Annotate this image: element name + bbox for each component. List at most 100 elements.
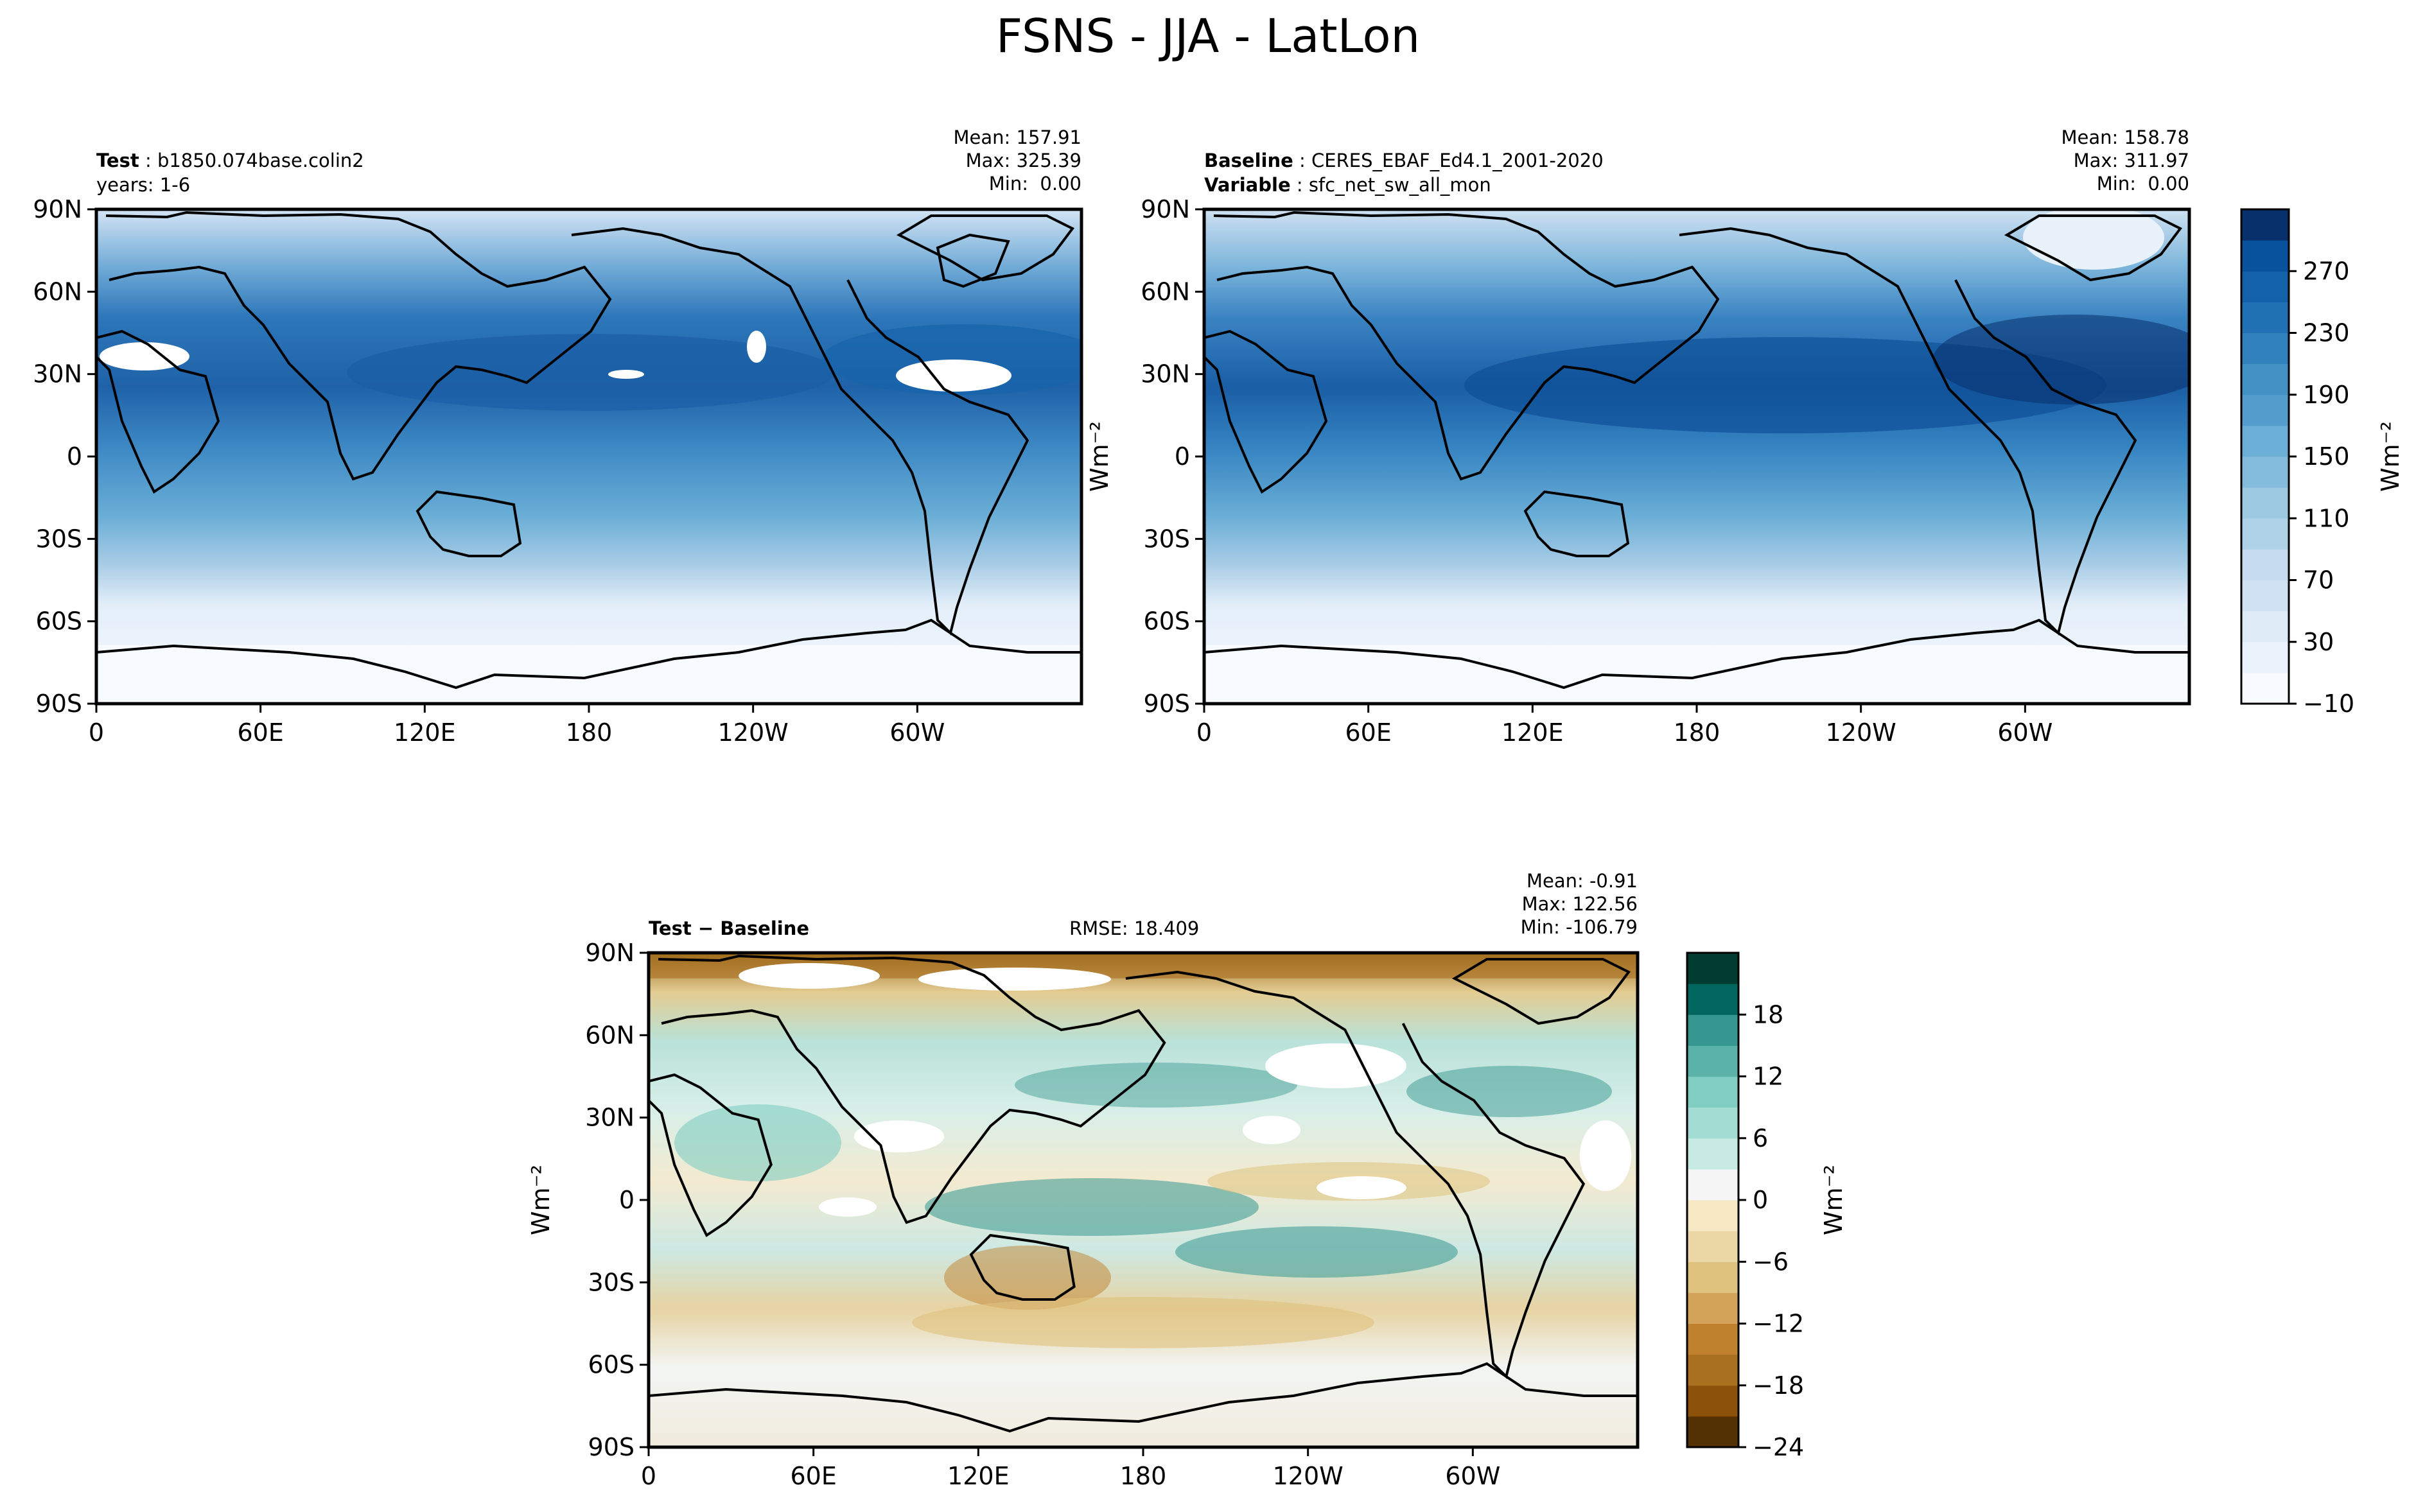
difference-ylabel: Wm⁻²: [527, 1165, 555, 1235]
difference-near-zero-region: [1317, 1176, 1406, 1199]
test-max: Max: 325.39: [965, 150, 1081, 171]
difference-coastline: [649, 1073, 773, 1237]
blues-colorbar-segment: [2241, 271, 2289, 302]
test-xtick-label: 60E: [237, 718, 283, 747]
test-antarctic-white: [96, 645, 1081, 704]
test-xtick-label: 0: [89, 718, 104, 747]
baseline-ytick-label: 30S: [1144, 525, 1190, 553]
difference-near-zero-region: [1265, 1043, 1406, 1088]
difference-positive-band: [1175, 1226, 1458, 1278]
test-label-value: b1850.074base.colin2: [157, 150, 364, 171]
difference-label: Test − Baseline: [649, 917, 810, 939]
baseline-axis-ticks: 0 60E 120E 180 120W 60W 90N 60N 30N 0 30S 60S 90S: [1141, 195, 2053, 747]
brbg-colorbar-segment: [1687, 1354, 1738, 1386]
brbg-colorbar-segment: [1687, 1200, 1738, 1231]
brbg-colorbar-segment: [1687, 1385, 1738, 1417]
baseline-coastline: [1204, 329, 1328, 494]
difference-ytick-label: 30S: [588, 1268, 635, 1296]
test-ytick-label: 30S: [36, 525, 82, 553]
difference-near-zero-region: [1243, 1116, 1300, 1144]
difference-stats: Mean: -0.91 Max: 122.56 Min: -106.79: [1445, 869, 1638, 939]
brbg-colorbar-tick-label: 6: [1753, 1124, 1768, 1152]
blues-colorbar-label: Wm⁻²: [2376, 421, 2404, 492]
baseline-map-panel: 0 60E 120E 180 120W 60W 90N 60N 30N 0 30S 60S 90S: [1141, 195, 2191, 747]
brbg-colorbar-segment: [1687, 1138, 1738, 1170]
blues-colorbar-tick-label: 110: [2303, 504, 2350, 532]
baseline-antarctic-white: [1204, 645, 2189, 704]
blues-colorbar-segment: [2241, 641, 2289, 673]
baseline-label-value: CERES_EBAF_Ed4.1_2001-2020: [1311, 150, 1604, 171]
blues-colorbar-segment: [2241, 394, 2289, 426]
blues-colorbar-segment: [2241, 487, 2289, 519]
blues-colorbar-segment: [2241, 240, 2289, 272]
test-ytick-label: 90N: [33, 195, 82, 223]
blues-colorbar-segment: [2241, 456, 2289, 488]
test-coastline: [571, 227, 1029, 636]
test-xtick-label: 60W: [889, 718, 945, 747]
brbg-colorbar-tick-label: −24: [1753, 1433, 1804, 1461]
test-mean: Mean: 157.91: [953, 126, 1081, 148]
test-years: years: 1-6: [96, 174, 191, 196]
difference-axis-ticks: 0 60E 120E 180 120W 60W 90N 60N 30N 0 30S 60S 90S: [585, 939, 1500, 1490]
difference-coastline: [1125, 970, 1586, 1379]
blues-colorbar-tick-label: 70: [2303, 566, 2334, 595]
test-missing-region: [747, 331, 766, 363]
brbg-colorbar-segment: [1687, 984, 1738, 1015]
baseline-label-key: Baseline: [1204, 150, 1293, 171]
test-map-panel: 0 60E 120E 180 120W 60W 90N 60N 30N 0 30S 60S 90S: [33, 195, 1083, 747]
test-subtropical-band: [822, 324, 1081, 395]
blues-colorbar-tick-label: 150: [2303, 442, 2350, 471]
test-xtick-label: 120W: [718, 718, 789, 747]
baseline-coastline: [1679, 227, 2137, 636]
difference-xtick-label: 120E: [947, 1462, 1010, 1490]
difference-ytick-label: 90N: [585, 939, 635, 967]
difference-ytick-label: 30N: [585, 1104, 635, 1132]
test-axis-ticks: 0 60E 120E 180 120W 60W 90N 60N 30N 0 30S 60S 90S: [33, 195, 945, 747]
test-coastline: [936, 233, 1010, 288]
test-coastline: [96, 329, 220, 494]
test-map-field: [96, 209, 1081, 704]
test-subtropical-band: [347, 334, 835, 411]
difference-xtick-label: 60W: [1445, 1462, 1500, 1490]
baseline-variable-sep: :: [1290, 174, 1309, 196]
brbg-colorbar-segment: [1687, 953, 1738, 984]
difference-map-panel: 0 60E 120E 180 120W 60W 90N 60N 30N 0 30S 60S 90S: [585, 939, 1640, 1490]
test-label-key: Test: [96, 150, 139, 171]
baseline-label: Baseline : CERES_EBAF_Ed4.1_2001-2020: [1204, 149, 1604, 172]
brbg-colorbar-segment: [1687, 1169, 1738, 1201]
difference-min: Min: -106.79: [1520, 916, 1638, 938]
brbg-colorbar-tick-label: 0: [1753, 1186, 1768, 1214]
test-missing-region: [100, 342, 189, 370]
baseline-coastline: [1213, 211, 1720, 481]
brbg-colorbar-tick-label: −18: [1753, 1371, 1804, 1400]
baseline-xtick-label: 180: [1674, 718, 1720, 747]
blues-colorbar-tick-label: 230: [2303, 319, 2350, 347]
difference-positive-band: [1406, 1066, 1612, 1117]
baseline-max: Max: 311.97: [2073, 150, 2189, 171]
blues-colorbar-tick-label: −10: [2303, 690, 2354, 718]
baseline-xtick-label: 60E: [1345, 718, 1391, 747]
baseline-xtick-label: 0: [1196, 718, 1212, 747]
difference-xtick-label: 120W: [1273, 1462, 1344, 1490]
baseline-label-sep: :: [1293, 150, 1312, 171]
blues-colorbar-segment: [2241, 580, 2289, 612]
blues-colorbar-segment: [2241, 302, 2289, 333]
brbg-colorbar-segment: [1687, 1045, 1738, 1077]
difference-coastline: [649, 1362, 1638, 1433]
baseline-ytick-label: 60S: [1144, 607, 1190, 636]
test-label: Test : b1850.074base.colin2: [96, 149, 364, 172]
baseline-ylabel: Wm⁻²: [1085, 421, 1114, 492]
baseline-ytick-label: 0: [1175, 442, 1190, 471]
difference-near-zero-region: [819, 1197, 877, 1217]
test-min: Min: 0.00: [988, 173, 1081, 195]
brbg-colorbar-tick-label: −12: [1753, 1310, 1804, 1338]
baseline-ytick-label: 60N: [1141, 277, 1190, 306]
blues-colorbar-segment: [2241, 518, 2289, 550]
difference-positive-band: [925, 1178, 1259, 1236]
brbg-colorbar: 18 12 6 0 −6 −12 −18 −24: [1686, 952, 1804, 1461]
baseline-coastline: [1523, 490, 1630, 557]
baseline-xtick-label: 120E: [1501, 718, 1564, 747]
difference-near-zero-region: [1580, 1120, 1631, 1191]
blues-colorbar-tick-label: 30: [2303, 628, 2334, 656]
